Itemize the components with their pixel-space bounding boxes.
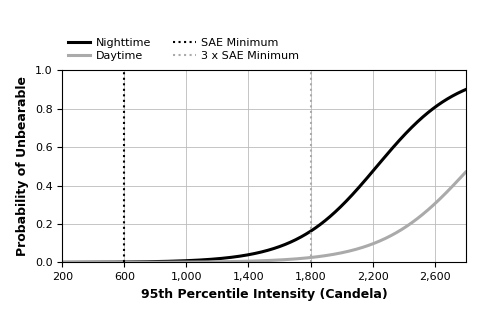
Y-axis label: Probability of Unbearable: Probability of Unbearable	[16, 76, 29, 256]
Legend: Nighttime, Daytime, SAE Minimum, 3 x SAE Minimum: Nighttime, Daytime, SAE Minimum, 3 x SAE…	[68, 38, 299, 61]
X-axis label: 95th Percentile Intensity (Candela): 95th Percentile Intensity (Candela)	[141, 288, 387, 301]
